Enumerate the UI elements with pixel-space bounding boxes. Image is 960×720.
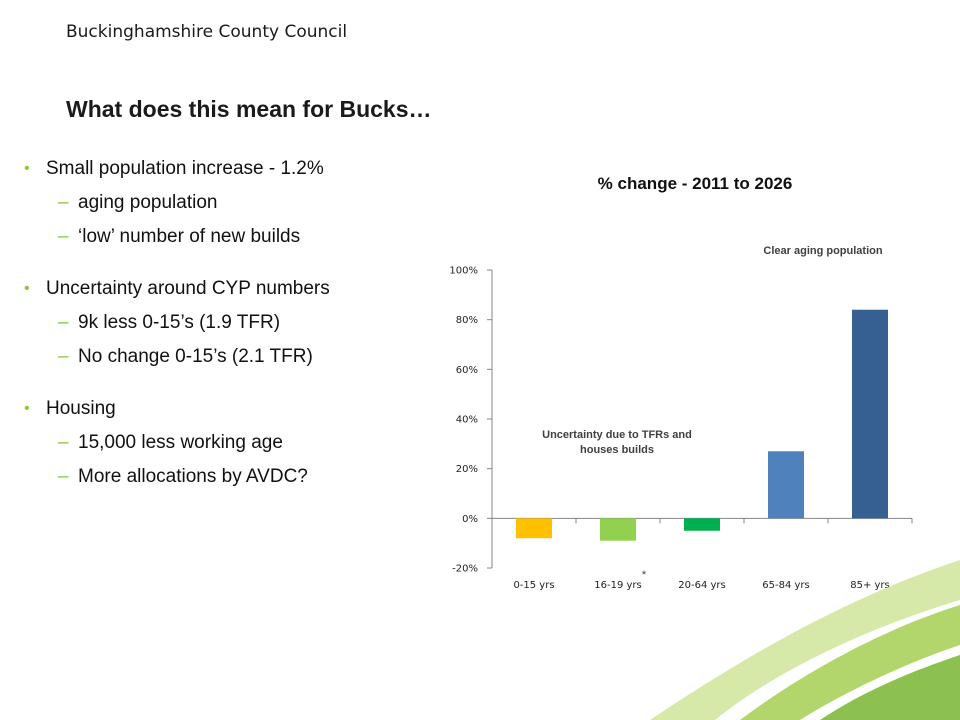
bullet-group-cyp: • Uncertainty around CYP numbers – 9k le… — [22, 272, 432, 374]
x-tick-label: 0-15 yrs — [513, 580, 554, 591]
sub-bullet-item: – 15,000 less working age — [22, 426, 432, 460]
sub-bullet-item: – aging population — [22, 186, 432, 220]
bar-65-84-yrs — [768, 451, 804, 519]
sub-bullet-item: – More allocations by AVDC? — [22, 460, 432, 494]
bar-20-64-yrs — [684, 518, 720, 531]
sub-bullet-item: – No change 0-15’s (2.1 TFR) — [22, 340, 432, 374]
swoosh-band-light — [650, 560, 960, 720]
swoosh-band-mid — [740, 605, 960, 720]
bar-0-15-yrs — [516, 518, 552, 539]
dash-icon: – — [58, 312, 69, 333]
organisation-name: Buckinghamshire County Council — [66, 22, 348, 42]
bar-85-yrs — [852, 309, 888, 519]
dash-icon: – — [58, 192, 69, 213]
swoosh-band-dark — [820, 655, 960, 720]
bar-16-19-yrs — [600, 518, 636, 541]
annotation-asterisk: * — [642, 569, 647, 581]
bullet-text: Uncertainty around CYP numbers — [46, 278, 330, 299]
bullet-text: Housing — [46, 398, 116, 419]
sub-bullet-text: No change 0-15’s (2.1 TFR) — [78, 346, 313, 367]
chart-title: % change - 2011 to 2026 — [597, 174, 793, 193]
bullet-text: Small population increase - 1.2% — [46, 158, 324, 179]
y-tick-label: 60% — [456, 365, 478, 376]
dash-icon: – — [58, 226, 69, 247]
x-tick-label: 16-19 yrs — [594, 580, 641, 591]
sub-bullet-text: More allocations by AVDC? — [78, 466, 308, 487]
bullet-dot-icon: • — [24, 160, 30, 177]
bullet-item: • Uncertainty around CYP numbers — [22, 272, 432, 306]
y-tick-label: 20% — [456, 464, 478, 475]
slide-title: What does this mean for Bucks… — [66, 96, 432, 122]
y-tick-label: 0% — [462, 514, 478, 525]
bullet-item: • Small population increase - 1.2% — [22, 152, 432, 186]
sub-bullet-item: – ‘low’ number of new builds — [22, 220, 432, 254]
x-tick-label: 85+ yrs — [850, 580, 890, 591]
sub-bullet-text: aging population — [78, 192, 218, 213]
x-tick-label: 20-64 yrs — [678, 580, 725, 591]
annotation-uncertainty-line1: Uncertainty due to TFRs and — [542, 429, 692, 441]
bullet-group-population: • Small population increase - 1.2% – agi… — [22, 152, 432, 254]
sub-bullet-item: – 9k less 0-15’s (1.9 TFR) — [22, 306, 432, 340]
bullet-dot-icon: • — [24, 400, 30, 417]
bullet-list: • Small population increase - 1.2% – agi… — [22, 152, 432, 512]
y-tick-label: 80% — [456, 315, 478, 326]
y-tick-label: 100% — [449, 266, 478, 277]
y-tick-label: 40% — [456, 415, 478, 426]
y-tick-label: -20% — [452, 564, 478, 575]
bullet-group-housing: • Housing – 15,000 less working age – Mo… — [22, 392, 432, 494]
x-tick-label: 65-84 yrs — [762, 580, 809, 591]
sub-bullet-text: 15,000 less working age — [78, 432, 283, 453]
sub-bullet-text: 9k less 0-15’s (1.9 TFR) — [78, 312, 281, 333]
annotation-uncertainty-line2: houses builds — [580, 444, 654, 456]
dash-icon: – — [58, 346, 69, 367]
sub-bullet-text: ‘low’ number of new builds — [78, 226, 301, 247]
annotation-clear-aging: Clear aging population — [763, 245, 882, 257]
bullet-item: • Housing — [22, 392, 432, 426]
dash-icon: – — [58, 466, 69, 487]
dash-icon: – — [58, 432, 69, 453]
bullet-dot-icon: • — [24, 280, 30, 297]
